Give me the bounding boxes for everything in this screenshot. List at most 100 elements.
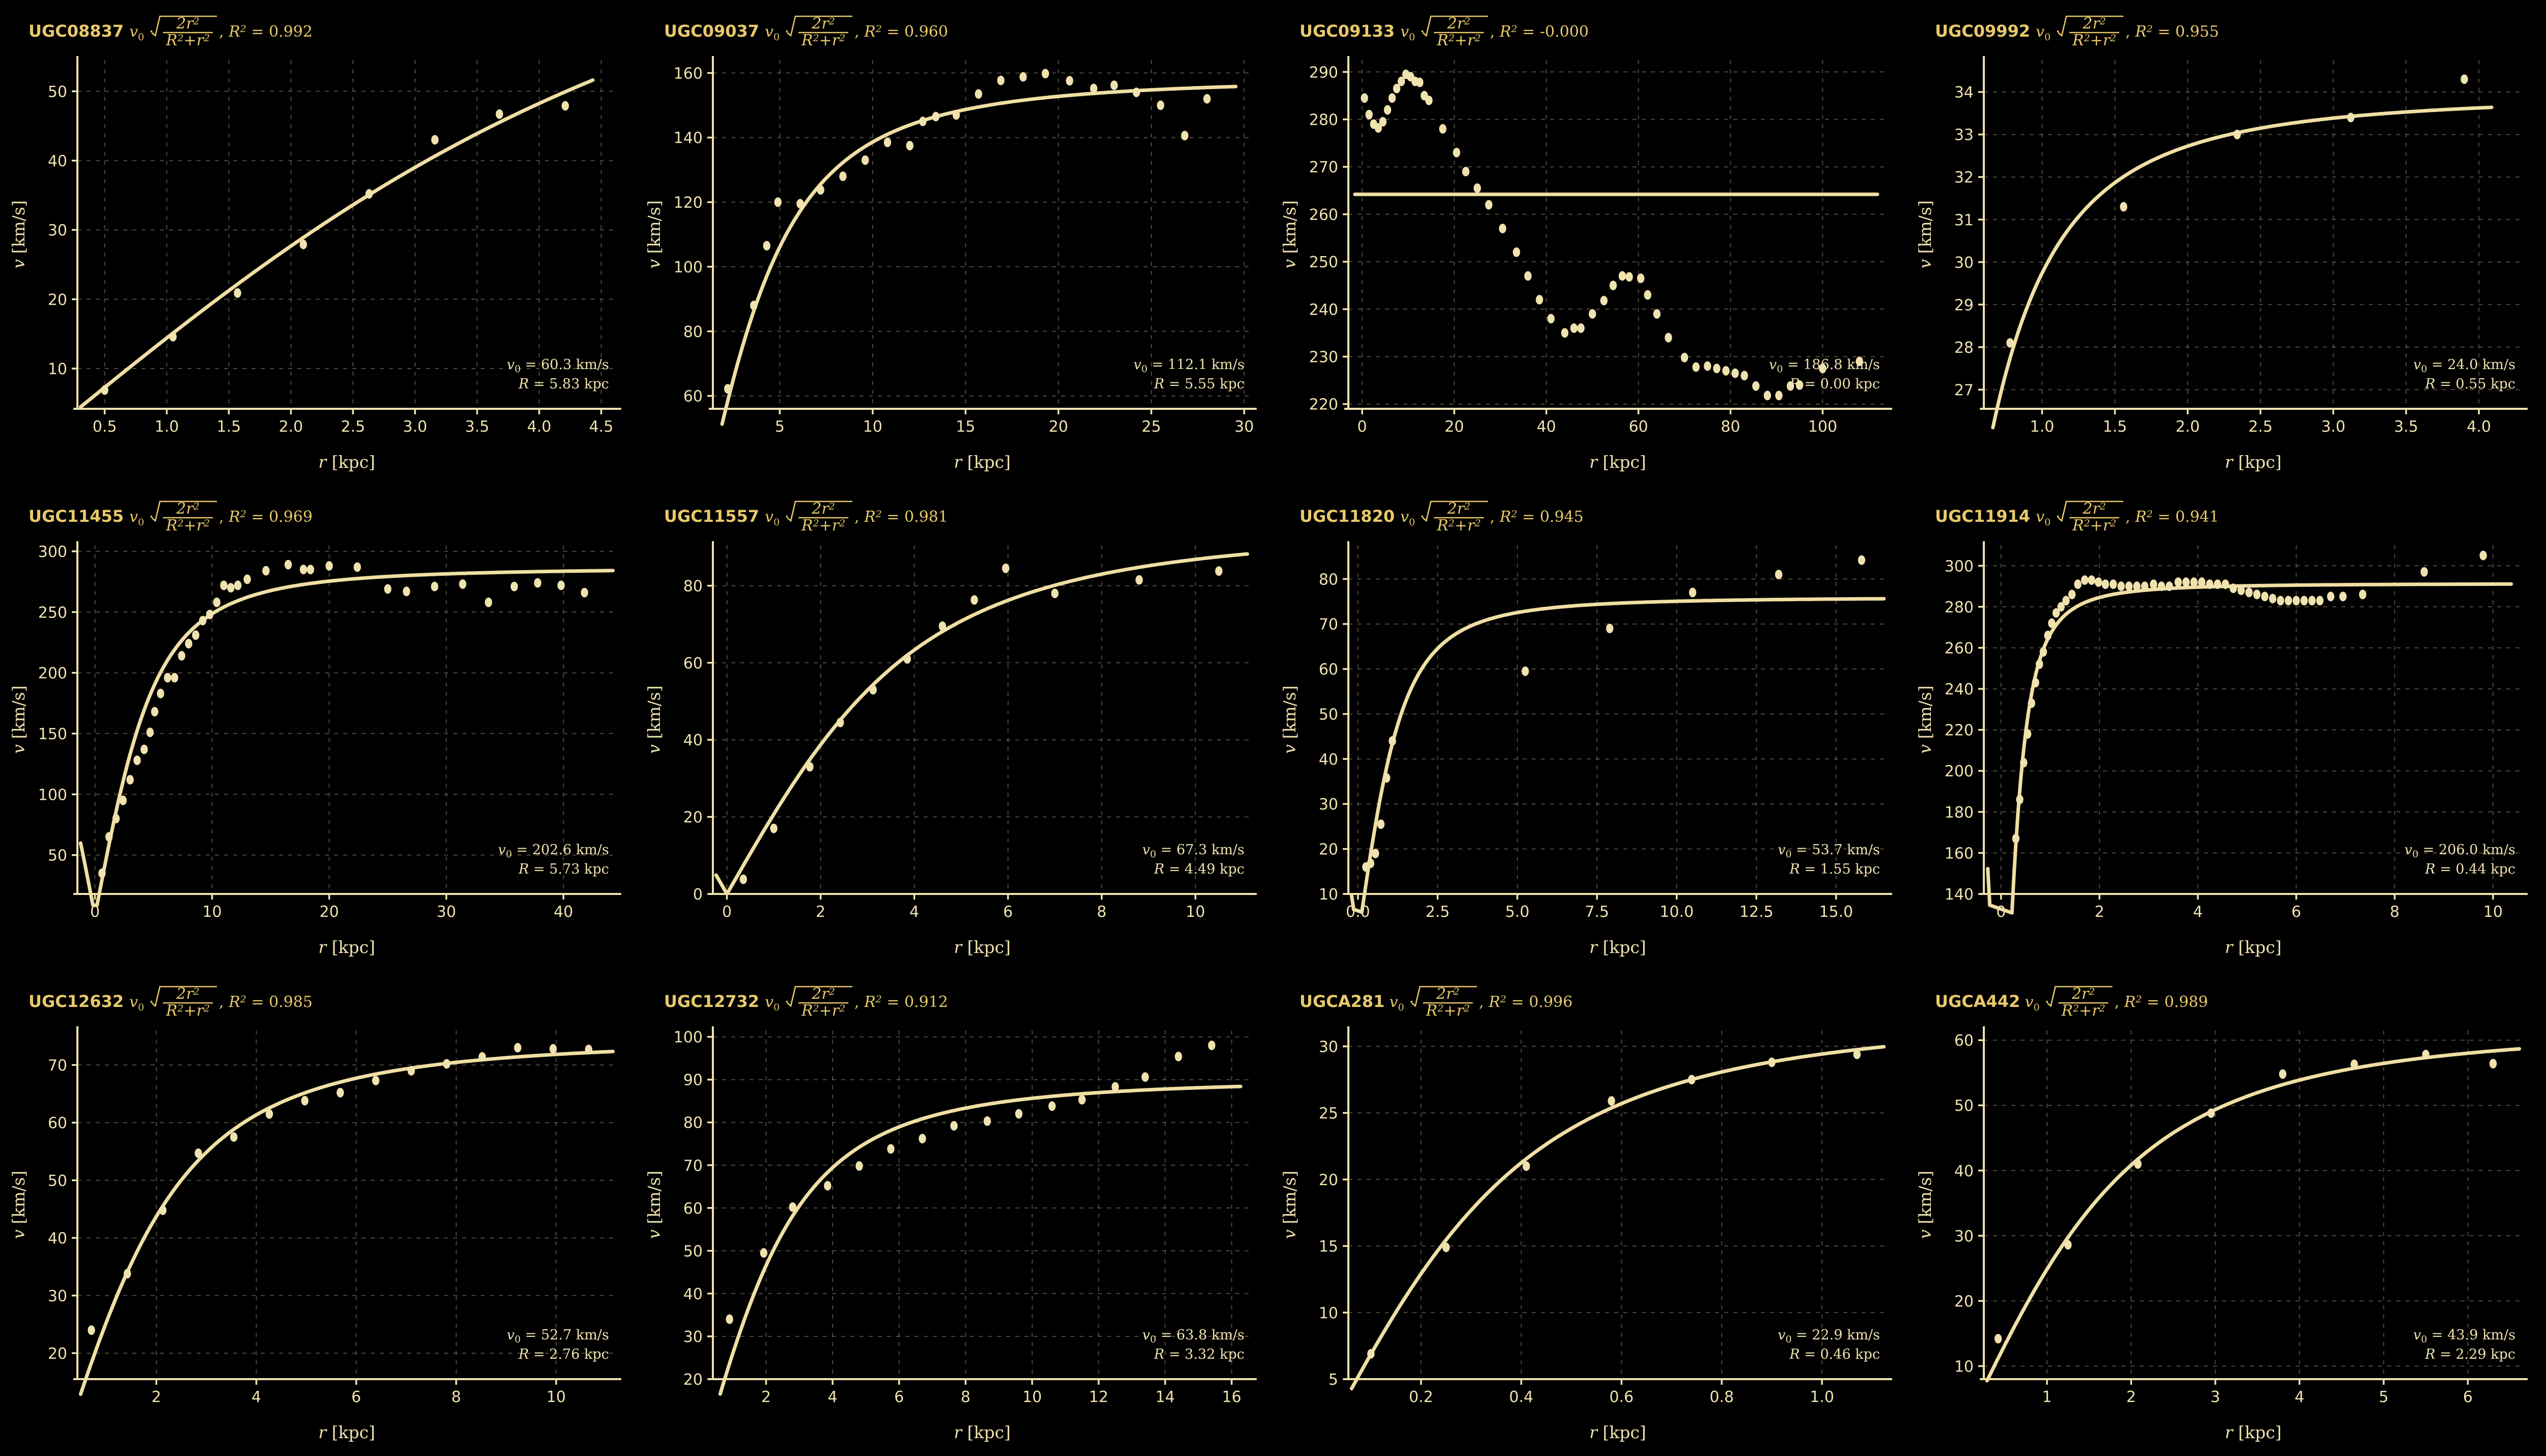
y-tick-label: 300	[38, 543, 67, 561]
y-tick-label: 250	[1309, 254, 1338, 271]
stat-R: R = 5.55 kpc	[1153, 376, 1244, 392]
plot-svg: 1.0 1.5 2.0 2.5 3.0 3.5 4.0 27 28 29 30 31 32 33 34 r […	[1915, 15, 2528, 472]
plot-svg: 0 10 20 30 40 50 100 150 200 250 300 r [kpc] v [km/s…	[9, 500, 621, 957]
x-axis-title: r [kpc]	[2225, 1422, 2282, 1442]
y-tick-label: 230	[1309, 349, 1338, 367]
formula-denominator: R2+r2	[1436, 517, 1481, 535]
x-tick-label: 14	[1155, 1388, 1175, 1406]
data-point	[1453, 148, 1460, 158]
data-point	[1524, 271, 1532, 281]
y-tick-label: 280	[1309, 111, 1338, 129]
x-tick-label: 3	[2210, 1388, 2220, 1406]
data-point	[2141, 581, 2149, 591]
ticks: 0 20 40 60 80 100 220 230 240 250 260 270 280 290	[1309, 64, 1837, 436]
data-point	[2044, 630, 2052, 640]
data-point	[887, 1144, 895, 1154]
y-tick-label: 40	[683, 732, 703, 749]
data-point	[1208, 1041, 1215, 1050]
x-tick-label: 1.5	[2103, 418, 2127, 436]
data-point	[372, 1076, 380, 1085]
plot-svg: 5 10 15 20 25 30 60 80 100 120 140 160 r [kpc] v [km/…	[644, 15, 1257, 472]
data-point	[2308, 596, 2316, 606]
data-point	[431, 581, 438, 592]
data-point	[1367, 858, 1374, 869]
data-point	[159, 1205, 167, 1215]
data-point	[1203, 94, 1211, 104]
panel-title: UGC09133	[1299, 21, 1395, 41]
formula-lead: v0 ·	[2036, 23, 2060, 43]
x-tick-label: 40	[1537, 418, 1556, 436]
data-point	[126, 775, 134, 785]
x-tick-label: 6	[2463, 1388, 2473, 1406]
data-point	[1157, 100, 1165, 110]
y-tick-label: 70	[683, 1157, 703, 1175]
stat-v0: v0 = 202.6 km/s	[498, 842, 609, 860]
data-point	[580, 587, 589, 598]
y-tick-label: 20	[683, 809, 703, 827]
gridlines	[713, 60, 1252, 409]
y-tick-label: 240	[1945, 681, 1974, 698]
data-point	[2006, 338, 2014, 348]
data-point	[1689, 587, 1697, 598]
y-tick-label: 40	[48, 153, 67, 171]
data-point	[1561, 328, 1569, 338]
y-tick-label: 40	[1954, 1162, 1974, 1180]
data-points	[98, 559, 589, 878]
data-point	[1365, 109, 1373, 120]
data-points	[88, 1043, 593, 1335]
x-tick-label: 8	[961, 1388, 971, 1406]
y-tick-label: 28	[1954, 339, 1974, 357]
formula-denominator: R2+r2	[801, 517, 845, 535]
data-point	[1374, 123, 1382, 133]
x-tick-label: 16	[1222, 1388, 1241, 1406]
axes	[709, 541, 1257, 895]
formula-numerator: 2r2	[176, 500, 200, 518]
panel-title: UGC09037	[664, 21, 759, 41]
data-point	[1688, 1075, 1696, 1085]
data-point	[1618, 271, 1626, 281]
formula-denominator: R2+r2	[2072, 517, 2116, 535]
data-point	[1704, 361, 1711, 371]
panel-UGCA444: 0.00.51.01.52.02.5510152025303540r [kpc]…	[2542, 970, 2546, 1455]
formula-denominator: R2+r2	[2072, 32, 2116, 49]
formula-lead: v0 ·	[765, 508, 789, 528]
y-tick-label: 30	[1954, 254, 1974, 272]
data-point	[1512, 247, 1520, 257]
data-point	[98, 869, 106, 878]
square-root-symbol	[2058, 15, 2123, 37]
formula-lead: v0 ·	[129, 993, 154, 1013]
data-point	[1382, 773, 1391, 783]
y-tick-label: 50	[48, 83, 67, 101]
data-points	[1367, 1049, 1861, 1359]
y-tick-label: 280	[1945, 599, 1974, 617]
square-root-symbol	[151, 986, 217, 1007]
plot-svg: 0 20 40 60 80 100 220 230 240 250 260 270 280 290 r [k…	[1280, 15, 1892, 472]
y-tick-label: 0	[693, 886, 703, 904]
data-point	[230, 1132, 238, 1142]
axes	[1980, 1026, 2528, 1380]
y-tick-label: 50	[48, 847, 67, 865]
formula-r-squared: , R2 = 0.912	[854, 993, 948, 1011]
data-point	[1994, 1334, 2002, 1343]
y-axis-title: v [km/s]	[1915, 685, 1935, 753]
data-point	[1388, 93, 1396, 103]
data-point	[2088, 575, 2095, 585]
axes	[1344, 56, 1892, 410]
x-tick-label: 4	[2294, 1388, 2304, 1406]
panel-UGC11914: 0 2 4 6 8 10 140 160 180 200 220 240 260 280 300 r [kpc…	[1906, 485, 2542, 970]
stat-R: R = 5.83 kpc	[518, 376, 609, 392]
y-tick-label: 100	[674, 1029, 703, 1047]
data-point	[1521, 666, 1529, 676]
gridlines	[77, 60, 616, 409]
data-point	[2350, 1059, 2358, 1069]
data-point	[2347, 113, 2355, 123]
data-point	[2133, 581, 2141, 591]
stat-R: R = 1.55 kpc	[1789, 861, 1880, 877]
plot-svg: 123456783040506070r [kpc]v [km/s]UGC1031…	[2542, 0, 2546, 485]
y-tick-label: 10	[48, 360, 67, 378]
data-point	[88, 1325, 95, 1335]
data-point	[750, 300, 758, 311]
y-tick-label: 100	[674, 259, 703, 276]
x-tick-label: 7.5	[1585, 903, 1609, 921]
